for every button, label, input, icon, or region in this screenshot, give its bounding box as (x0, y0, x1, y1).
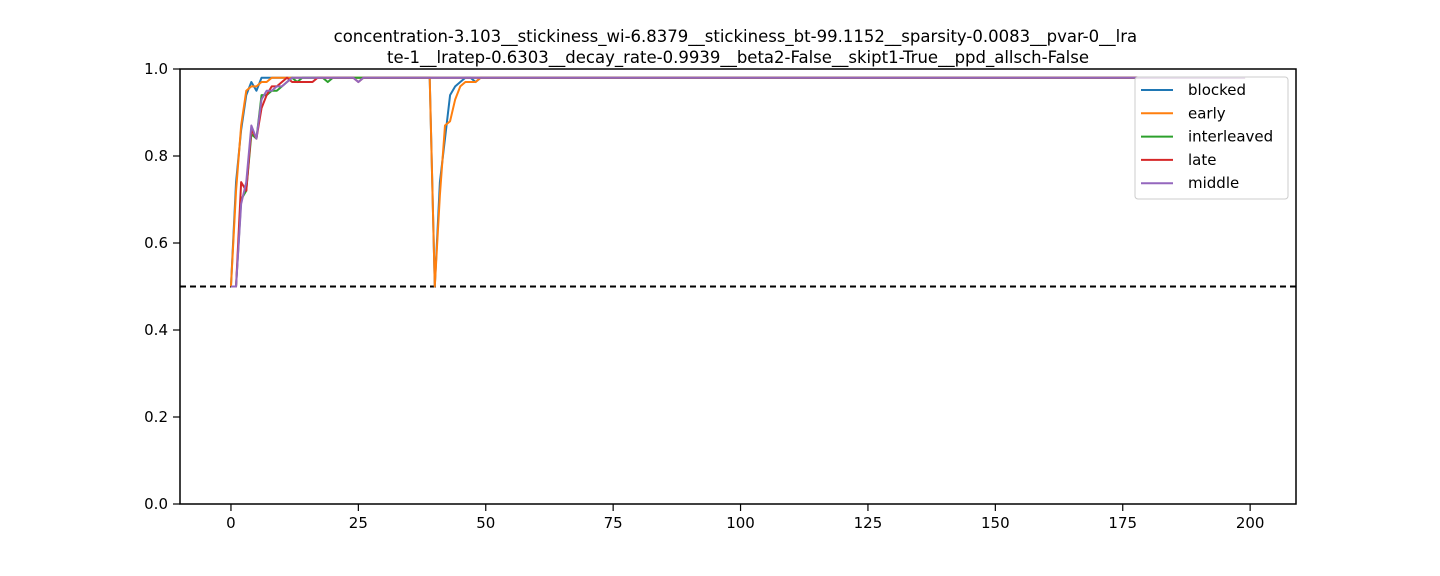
chart-title-line-1: concentration-3.103__stickiness_wi-6.837… (334, 27, 1137, 47)
legend-label-interleaved: interleaved (1188, 128, 1273, 146)
x-tick-label: 150 (981, 514, 1010, 532)
chart-title-line-2: te-1__lratep-0.6303__decay_rate-0.9939__… (387, 48, 1089, 68)
legend-label-blocked: blocked (1188, 81, 1246, 99)
series-line-blocked (229, 76, 1246, 288)
legend-label-early: early (1188, 104, 1226, 122)
legend-box (1134, 76, 1289, 200)
y-tick-label: 1.0 (144, 60, 168, 78)
series-line-early (229, 76, 1246, 288)
series-group (229, 76, 1246, 288)
series-line-late (230, 76, 1246, 288)
legend-label-late: late (1188, 151, 1216, 169)
series-line-middle (230, 76, 1246, 288)
chart-title: concentration-3.103__stickiness_wi-6.837… (334, 27, 1143, 68)
y-tick-label: 0.6 (144, 234, 168, 252)
y-axis: 0.0 0.2 0.4 0.6 0.8 1.0 (144, 60, 180, 513)
x-tick-label: 75 (604, 514, 623, 532)
legend-label-middle: middle (1188, 174, 1239, 192)
y-tick-label: 0.2 (144, 408, 168, 426)
legend: blocked early interleaved late middle (1134, 76, 1289, 200)
y-tick-label: 0.0 (144, 495, 168, 513)
series-line-interleaved (230, 76, 1246, 288)
plot-frame (179, 68, 1297, 505)
x-tick-label: 125 (854, 514, 883, 532)
y-tick-label: 0.8 (144, 147, 168, 165)
x-tick-label: 50 (476, 514, 495, 532)
x-tick-label: 100 (726, 514, 755, 532)
x-tick-label: 200 (1236, 514, 1265, 532)
x-tick-label: 0 (226, 514, 236, 532)
x-axis: 0 25 50 75 100 125 150 175 200 (226, 504, 1264, 532)
y-tick-label: 0.4 (144, 321, 168, 339)
x-tick-label: 25 (349, 514, 368, 532)
x-tick-label: 175 (1108, 514, 1137, 532)
